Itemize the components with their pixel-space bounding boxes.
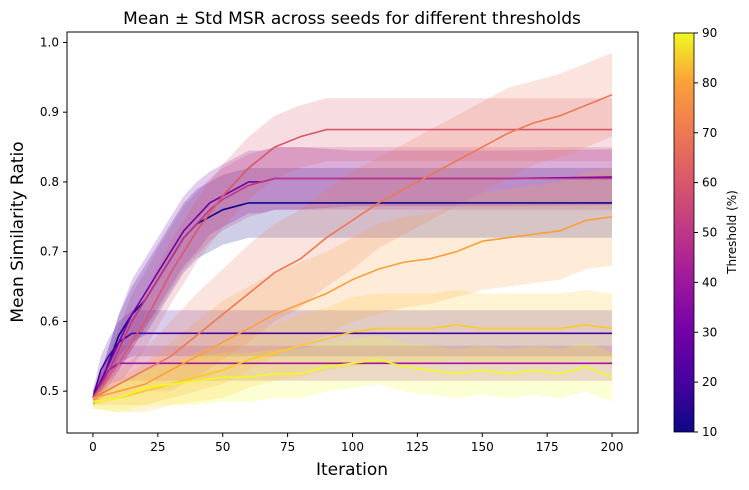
series-line-72	[92, 216, 613, 399]
std-band-90	[93, 335, 612, 413]
series-line-65	[92, 94, 613, 399]
std-band-50	[93, 147, 612, 406]
y-tick-label: 0.5	[40, 384, 59, 398]
series-line-90	[92, 358, 613, 403]
y-tick-label: 0.9	[40, 105, 59, 119]
std-band-30	[93, 147, 612, 406]
colorbar-ticks: 10 20 30 40 50 60 70 80 90	[694, 26, 717, 439]
std-band-10	[93, 168, 612, 406]
colorbar-tick-label: 20	[702, 375, 717, 389]
x-tick-label: 200	[601, 440, 624, 454]
colorbar-label: Threshold (%)	[725, 190, 739, 275]
colorbar-tick-label: 70	[702, 126, 717, 140]
colorbar-tick-label: 50	[702, 226, 717, 240]
std-band-72	[93, 168, 612, 406]
x-tick-label: 75	[280, 440, 295, 454]
std-bands	[93, 52, 612, 413]
x-tick-label: 125	[406, 440, 429, 454]
colorbar-tick-label: 80	[702, 76, 717, 90]
x-tick-label: 25	[150, 440, 165, 454]
std-band-65	[93, 52, 612, 406]
colorbar	[673, 32, 695, 433]
series-line-50	[92, 177, 612, 399]
series-line-80	[92, 324, 613, 403]
colorbar-tick-label: 60	[702, 176, 717, 190]
x-axis-ticks: 0 25 50 75 100 125 150 175 200	[89, 433, 623, 454]
y-tick-label: 1.0	[40, 35, 59, 49]
y-tick-label: 0.6	[40, 314, 59, 328]
x-tick-label: 50	[215, 440, 230, 454]
x-tick-label: 175	[536, 440, 559, 454]
y-axis-ticks: 0.5 0.6 0.7 0.8 0.9 1.0	[40, 35, 67, 398]
chart-title: Mean ± Std MSR across seeds for differen…	[123, 9, 581, 29]
series-line-20	[92, 332, 612, 399]
x-axis-label: Iteration	[316, 460, 388, 480]
series-line-55	[92, 128, 612, 399]
colorbar-tick-label: 30	[702, 325, 717, 339]
std-band-40	[93, 345, 612, 406]
colorbar-tick-label: 40	[702, 275, 717, 289]
colorbar-tick-label: 10	[702, 425, 717, 439]
std-band-80	[93, 290, 612, 413]
y-axis-label: Mean Similarity Ratio	[8, 141, 28, 322]
mean-lines	[92, 94, 613, 403]
y-tick-label: 0.8	[40, 175, 59, 189]
x-tick-label: 0	[89, 440, 97, 454]
std-band-55	[93, 98, 612, 406]
y-tick-label: 0.7	[40, 245, 59, 259]
x-tick-label: 100	[341, 440, 364, 454]
x-tick-label: 150	[471, 440, 494, 454]
colorbar-tick-label: 90	[702, 26, 717, 40]
